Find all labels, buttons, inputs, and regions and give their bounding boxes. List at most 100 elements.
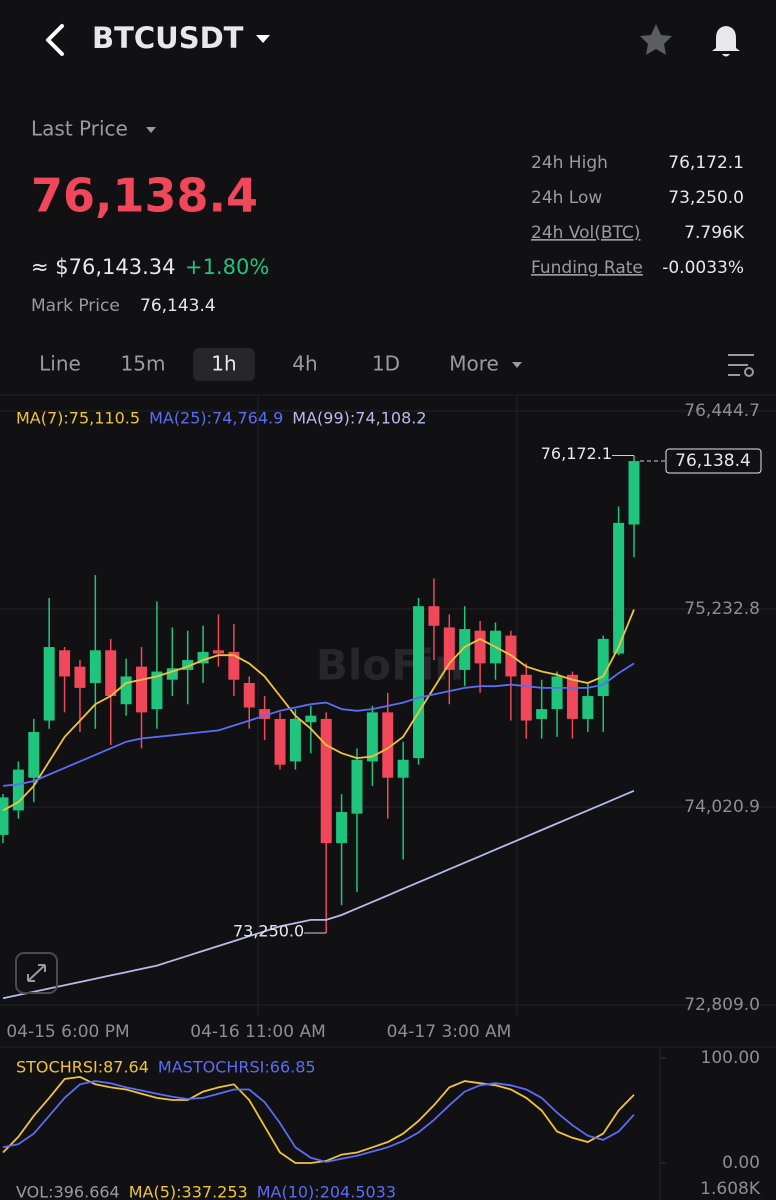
watermark: BloFin <box>316 641 464 690</box>
candle-chart: 76,444.7 75,232.8 74,020.9 72,809.0 MA(7):75… <box>0 401 776 1015</box>
annotation-label: 76,172.1 <box>541 444 612 463</box>
indicator-line <box>2 789 635 1000</box>
y-tick-label: 72,809.0 <box>684 995 760 1015</box>
stat-value: 7.796K <box>684 223 745 243</box>
candle-body <box>382 712 394 778</box>
candle-body <box>520 674 532 721</box>
candle-body <box>243 682 255 708</box>
candle-body <box>28 731 40 778</box>
alert-bell[interactable] <box>712 26 740 57</box>
candle-body <box>566 674 578 719</box>
y-tick-label: 75,232.8 <box>684 599 760 619</box>
stat-value: -0.0033% <box>662 258 744 278</box>
favorite-star[interactable] <box>640 24 672 55</box>
mark-price-label: Mark Price <box>31 296 120 316</box>
tab[interactable]: Line <box>39 352 81 376</box>
stat-value: 76,172.1 <box>668 153 744 173</box>
tab[interactable]: 1D <box>372 352 400 376</box>
candle-body <box>259 709 271 719</box>
stat-label: 24h Low <box>531 188 602 208</box>
stochrsi-panel: 100.00 0.00 STOCHRSI:87.64 MASTOCHRSI:66.85 <box>2 1048 760 1173</box>
candle-body <box>212 650 224 654</box>
candle-body <box>105 650 117 697</box>
candle-body <box>413 606 425 759</box>
settings-icon[interactable] <box>728 354 754 377</box>
last-price-dropdown[interactable] <box>146 127 156 133</box>
candle-body <box>551 676 563 710</box>
usd-price: ≈ $76,143.34 <box>31 255 176 279</box>
stat-label: 24h Vol(BTC) <box>531 223 640 243</box>
candle-body <box>197 651 209 664</box>
candle-body <box>351 759 363 814</box>
tab[interactable]: 15m <box>121 352 166 376</box>
candle-body <box>366 712 378 762</box>
stat-label: 24h High <box>531 153 608 173</box>
candle-body <box>151 671 163 710</box>
stat-value: 73,250.0 <box>668 188 744 208</box>
candle-body <box>182 660 194 670</box>
candle-body <box>0 797 9 835</box>
more-caret <box>512 362 522 368</box>
legend-entry: MASTOCHRSI:66.85 <box>158 1058 316 1077</box>
candle-body <box>166 668 178 680</box>
annotation-label: 73,250.0 <box>233 921 304 940</box>
candle-body <box>613 522 625 654</box>
x-tick-label: 04-15 6:00 PM <box>6 1022 129 1042</box>
candle-body <box>428 606 440 626</box>
candle-body <box>274 718 286 765</box>
indicator-line <box>2 662 635 787</box>
indicator-line <box>2 1080 635 1163</box>
back-button[interactable] <box>46 24 64 56</box>
symbol-title[interactable]: BTCUSDT <box>92 21 244 55</box>
y-tick-label: 0.00 <box>722 1153 760 1173</box>
candle-body <box>89 650 101 683</box>
tab[interactable]: 1h <box>211 352 236 376</box>
tab[interactable]: 4h <box>292 352 317 376</box>
candle-body <box>59 650 71 677</box>
candle-body <box>74 666 86 688</box>
fullscreen-button[interactable] <box>15 952 58 994</box>
y-tick-label: 100.00 <box>701 1048 760 1068</box>
y-tick-label: 76,444.7 <box>684 401 760 421</box>
stat-label: Funding Rate <box>531 258 643 278</box>
last-price: 76,138.4 <box>31 169 258 223</box>
candle-body <box>443 627 455 670</box>
candle-body <box>12 769 24 811</box>
volume-row: VOL:396.664 MA(5):337.253 MA(10):204.5033 1… <box>16 1179 761 1200</box>
legend-entry: MA(25):74,764.9 <box>149 409 283 428</box>
candle-body <box>474 630 486 664</box>
volume-legend: VOL:396.664 <box>16 1183 120 1200</box>
candle-body <box>228 651 240 680</box>
price-change: +1.80% <box>185 255 269 279</box>
symbol-dropdown[interactable] <box>256 35 270 43</box>
active-tab-bg <box>193 348 255 381</box>
candle-body <box>136 666 148 713</box>
legend-entry: STOCHRSI:87.64 <box>16 1058 149 1077</box>
candle-body <box>305 715 317 723</box>
candle-body <box>459 629 471 670</box>
candle-body <box>43 647 55 721</box>
candle-body <box>120 676 132 705</box>
volume-axis-label: 1.608K <box>700 1179 761 1199</box>
candle-body <box>597 638 609 697</box>
candle-body <box>582 696 594 719</box>
candle-body <box>336 812 348 844</box>
y-tick-label: 74,020.9 <box>684 797 760 817</box>
x-tick-label: 04-17 3:00 AM <box>387 1022 512 1042</box>
interval-tabs: Line 15m 1h 4h 1D More <box>39 348 522 381</box>
last-price-box <box>665 448 762 474</box>
candle-body <box>536 709 548 719</box>
volume-legend: MA(10):204.5033 <box>257 1183 396 1200</box>
candle-body <box>397 759 409 778</box>
candle-body <box>320 718 332 844</box>
mark-price: 76,143.4 <box>140 296 216 316</box>
stats: 24h High 76,172.1 24h Low 73,250.0 24h Vol(B… <box>531 153 745 278</box>
legend-entry: MA(7):75,110.5 <box>16 409 140 428</box>
tab[interactable]: More <box>449 352 499 376</box>
candle-body <box>289 718 301 762</box>
x-tick-label: 04-16 11:00 AM <box>190 1022 326 1042</box>
indicator-line <box>2 609 635 812</box>
